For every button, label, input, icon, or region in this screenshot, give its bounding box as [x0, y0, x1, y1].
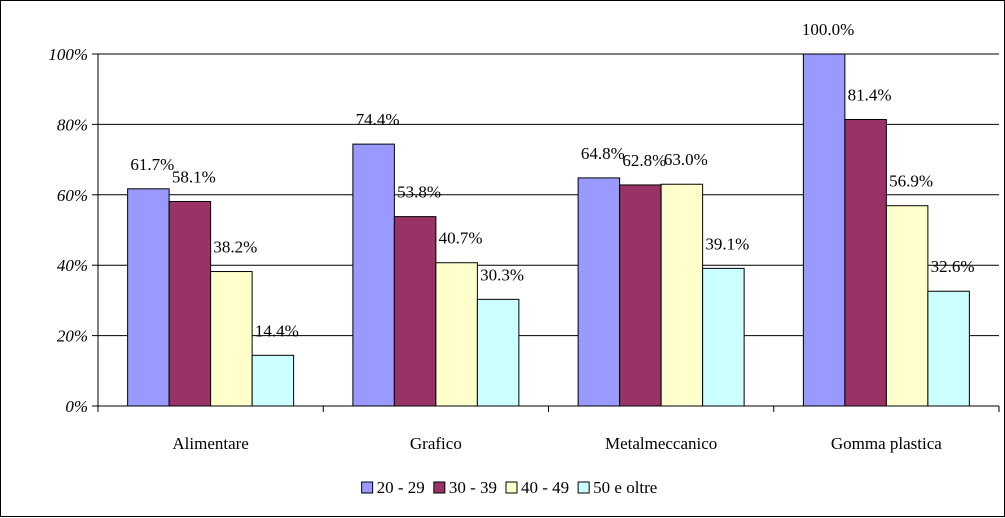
- data-label: 74.4%: [356, 110, 400, 129]
- legend-label: 30 - 39: [449, 478, 497, 497]
- bar-2: [393, 216, 437, 407]
- data-label: 100.0%: [802, 20, 854, 39]
- bar-2: [844, 118, 887, 407]
- data-label: 58.1%: [172, 167, 216, 186]
- bar-1: [577, 177, 621, 407]
- data-label: 81.4%: [848, 85, 892, 104]
- data-label: 39.1%: [705, 234, 749, 253]
- bars: [127, 53, 970, 407]
- bar-1: [127, 188, 170, 407]
- y-tick-label: 80%: [57, 115, 88, 134]
- bar-1: [802, 53, 846, 407]
- bar-4: [476, 298, 520, 407]
- y-tick-label: 60%: [57, 186, 88, 205]
- bar-3: [210, 271, 253, 407]
- data-label: 40.7%: [439, 229, 483, 248]
- legend-label: 50 e oltre: [593, 478, 657, 497]
- bar-4: [702, 267, 745, 407]
- data-label: 53.8%: [397, 183, 441, 202]
- data-label: 62.8%: [622, 151, 666, 170]
- data-label: 38.2%: [213, 238, 257, 257]
- legend-swatch: [577, 481, 590, 494]
- bar-1: [352, 143, 395, 407]
- data-label: 56.9%: [889, 172, 933, 191]
- data-label: 32.6%: [931, 257, 975, 276]
- y-tick-label: 0%: [65, 397, 88, 416]
- category-label: Gomma plastica: [831, 434, 942, 453]
- data-label: 64.8%: [581, 144, 625, 163]
- axes: 0% 20% 40% 60% 80% 100% Alimentare Grafico Metal…: [48, 45, 1000, 453]
- y-tick-label: 40%: [57, 256, 88, 275]
- data-label: 14.4%: [255, 321, 299, 340]
- bar-3: [885, 205, 929, 407]
- data-label: 61.7%: [130, 155, 174, 174]
- legend-swatch: [505, 481, 518, 494]
- data-label: 63.0%: [664, 150, 708, 169]
- y-tick-label: 20%: [57, 327, 88, 346]
- legend-swatch: [361, 481, 374, 494]
- legend: 20 - 29 30 - 39 40 - 49 50 e oltre: [361, 478, 657, 497]
- data-labels: 61.7%58.1% 38.2% 14.4% 74.4% 53.8% 40.7% 30.3%…: [130, 20, 974, 340]
- data-label: 30.3%: [480, 265, 524, 284]
- category-label: Metalmeccanico: [605, 434, 717, 453]
- bar-3: [435, 262, 478, 407]
- legend-label: 40 - 49: [521, 478, 569, 497]
- bar-3: [660, 183, 704, 407]
- category-label: Grafico: [410, 434, 462, 453]
- legend-label: 20 - 29: [377, 478, 425, 497]
- bar-2: [619, 184, 662, 407]
- bar-4: [927, 290, 970, 407]
- legend-swatch: [433, 481, 446, 494]
- bar-4: [251, 354, 295, 407]
- category-label: Alimentare: [172, 434, 248, 453]
- bar-2: [168, 200, 212, 407]
- y-tick-label: 100%: [48, 45, 88, 64]
